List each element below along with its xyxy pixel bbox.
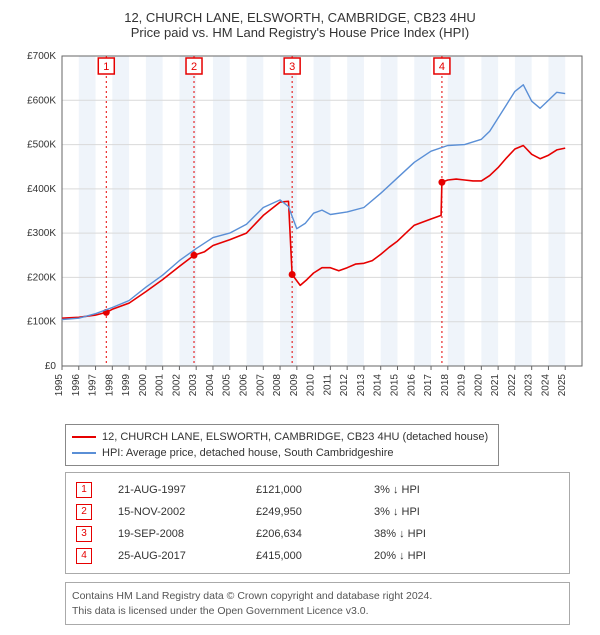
svg-text:£600K: £600K (27, 95, 56, 106)
event-price: £415,000 (252, 545, 370, 567)
svg-text:2025: 2025 (557, 374, 568, 397)
svg-text:£500K: £500K (27, 140, 56, 151)
svg-text:1999: 1999 (121, 374, 132, 397)
svg-text:1995: 1995 (54, 374, 65, 397)
chart-title-line1: 12, CHURCH LANE, ELSWORTH, CAMBRIDGE, CB… (10, 10, 590, 25)
svg-text:2020: 2020 (473, 374, 484, 397)
svg-text:£100K: £100K (27, 317, 56, 328)
plot-area: £0 £100K £200K £300K £400K £500K £600K £700K 199… (10, 46, 590, 416)
event-price: £206,634 (252, 523, 370, 545)
svg-text:2: 2 (191, 61, 197, 73)
svg-text:2013: 2013 (356, 374, 367, 397)
legend-swatch (72, 436, 96, 438)
event-delta: 3% ↓ HPI (370, 479, 563, 501)
legend-label: HPI: Average price, detached house, Sout… (102, 447, 393, 459)
svg-text:2000: 2000 (138, 374, 149, 397)
svg-text:2018: 2018 (440, 374, 451, 397)
footer-attribution: Contains HM Land Registry data © Crown c… (65, 582, 570, 625)
svg-text:2021: 2021 (490, 374, 501, 397)
footer-line1: Contains HM Land Registry data © Crown c… (72, 589, 563, 604)
svg-text:£400K: £400K (27, 184, 56, 195)
plot-svg: £0 £100K £200K £300K £400K £500K £600K £700K 199… (10, 46, 590, 416)
svg-text:2006: 2006 (239, 374, 250, 397)
svg-text:4: 4 (439, 61, 445, 73)
svg-text:2009: 2009 (289, 374, 300, 397)
svg-text:1: 1 (103, 61, 109, 73)
event-row: 4 25-AUG-2017£415,00020% ↓ HPI (72, 545, 563, 567)
chart-title-line2: Price paid vs. HM Land Registry's House … (10, 25, 590, 40)
legend: 12, CHURCH LANE, ELSWORTH, CAMBRIDGE, CB… (65, 424, 499, 466)
event-date: 15-NOV-2002 (114, 501, 252, 523)
legend-swatch (72, 452, 96, 454)
svg-text:£700K: £700K (27, 51, 56, 62)
svg-text:2011: 2011 (322, 374, 333, 396)
svg-text:2024: 2024 (540, 374, 551, 397)
events-table: 1 21-AUG-1997£121,0003% ↓ HPI 2 15-NOV-2002… (65, 472, 570, 574)
event-marker: 4 (76, 548, 92, 564)
svg-text:2007: 2007 (255, 374, 266, 397)
event-row: 3 19-SEP-2008£206,63438% ↓ HPI (72, 523, 563, 545)
svg-text:2002: 2002 (171, 374, 182, 397)
svg-text:1998: 1998 (104, 374, 115, 397)
event-price: £249,950 (252, 501, 370, 523)
event-row: 1 21-AUG-1997£121,0003% ↓ HPI (72, 479, 563, 501)
svg-text:2003: 2003 (188, 374, 199, 397)
svg-text:2010: 2010 (306, 374, 317, 397)
svg-text:2008: 2008 (272, 374, 283, 397)
legend-row: HPI: Average price, detached house, Sout… (72, 445, 492, 461)
event-date: 25-AUG-2017 (114, 545, 252, 567)
svg-text:2004: 2004 (205, 374, 216, 397)
event-marker: 1 (76, 482, 92, 498)
legend-label: 12, CHURCH LANE, ELSWORTH, CAMBRIDGE, CB… (102, 431, 488, 443)
event-delta: 20% ↓ HPI (370, 545, 563, 567)
svg-text:£200K: £200K (27, 272, 56, 283)
svg-text:2017: 2017 (423, 374, 434, 397)
svg-text:2015: 2015 (389, 374, 400, 397)
svg-text:2019: 2019 (457, 374, 468, 397)
event-delta: 38% ↓ HPI (370, 523, 563, 545)
legend-row: 12, CHURCH LANE, ELSWORTH, CAMBRIDGE, CB… (72, 429, 492, 445)
svg-text:£300K: £300K (27, 228, 56, 239)
svg-text:2001: 2001 (155, 374, 166, 397)
event-marker: 2 (76, 504, 92, 520)
svg-text:£0: £0 (45, 361, 57, 372)
event-date: 19-SEP-2008 (114, 523, 252, 545)
svg-text:1996: 1996 (71, 374, 82, 397)
event-marker: 3 (76, 526, 92, 542)
svg-text:2016: 2016 (406, 374, 417, 397)
svg-text:2012: 2012 (339, 374, 350, 397)
footer-line2: This data is licensed under the Open Gov… (72, 604, 563, 619)
svg-text:2014: 2014 (373, 374, 384, 397)
svg-text:2005: 2005 (222, 374, 233, 397)
event-row: 2 15-NOV-2002£249,9503% ↓ HPI (72, 501, 563, 523)
event-price: £121,000 (252, 479, 370, 501)
chart-container: 12, CHURCH LANE, ELSWORTH, CAMBRIDGE, CB… (0, 0, 600, 625)
svg-text:2022: 2022 (507, 374, 518, 397)
event-delta: 3% ↓ HPI (370, 501, 563, 523)
svg-text:2023: 2023 (524, 374, 535, 397)
svg-text:3: 3 (289, 61, 295, 73)
svg-text:1997: 1997 (88, 374, 99, 397)
event-date: 21-AUG-1997 (114, 479, 252, 501)
